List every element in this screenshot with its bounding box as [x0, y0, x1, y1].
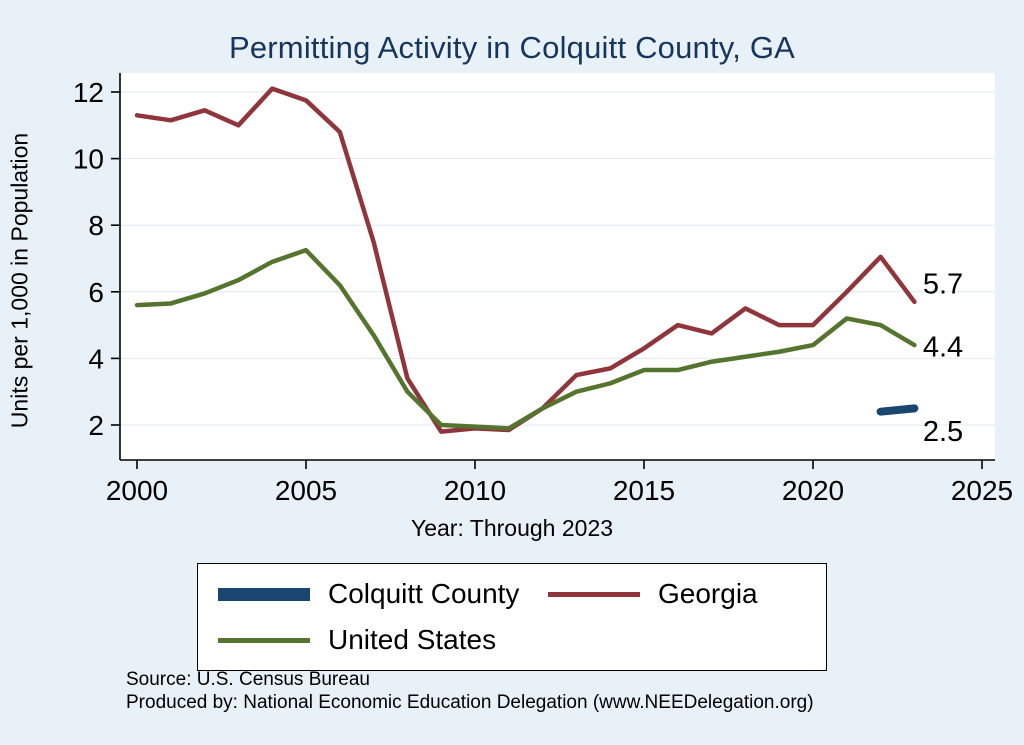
y-tick-label: 6 — [88, 277, 104, 308]
y-axis-title: Units per 1,000 in Population — [6, 132, 33, 429]
x-axis-title: Year: Through 2023 — [410, 515, 614, 541]
legend-label-united-states: United States — [328, 624, 497, 655]
united-states-swatch — [218, 637, 310, 643]
series-colquitt-county — [876, 404, 919, 416]
series-united-states — [134, 247, 917, 431]
y-tick-label: 8 — [88, 210, 104, 241]
source-note: Source: U.S. Census Bureau — [126, 669, 370, 690]
end-label: 5.7 — [923, 268, 963, 300]
y-tick-label: 10 — [73, 144, 104, 175]
legend-item-united-states: United States — [218, 624, 548, 656]
chart-title: Permitting Activity in Colquitt County, … — [228, 30, 796, 65]
legend-item-georgia: Georgia — [548, 578, 798, 610]
y-tick-label: 2 — [88, 410, 104, 441]
end-label: 2.5 — [923, 416, 963, 448]
x-tick-label: 2010 — [444, 475, 506, 506]
legend-item-colquitt-county: Colquitt County — [218, 578, 548, 610]
end-label: 4.4 — [923, 332, 963, 364]
produced-by-note: Produced by: National Economic Education… — [126, 692, 814, 713]
x-tick-label: 2025 — [951, 475, 1013, 506]
legend: Colquitt County Georgia United States — [197, 563, 827, 671]
chart-notes: Source: U.S. Census Bureau Produced by: … — [126, 668, 814, 714]
colquitt-county-swatch — [218, 587, 310, 601]
x-tick-label: 2005 — [275, 475, 337, 506]
x-tick-label: 2015 — [613, 475, 675, 506]
y-tick-label: 4 — [88, 343, 104, 374]
x-tick-label: 2020 — [782, 475, 844, 506]
legend-label-georgia: Georgia — [658, 578, 758, 609]
legend-label-colquitt-county: Colquitt County — [328, 578, 520, 609]
plot-svg: 2 4 6 8 10 12 2000 2005 2010 2015 2020 2025 5.7 4.4 2.… — [73, 73, 1013, 506]
georgia-swatch — [548, 591, 640, 597]
x-tick-label: 2000 — [106, 475, 168, 506]
y-tick-label: 12 — [73, 77, 104, 108]
